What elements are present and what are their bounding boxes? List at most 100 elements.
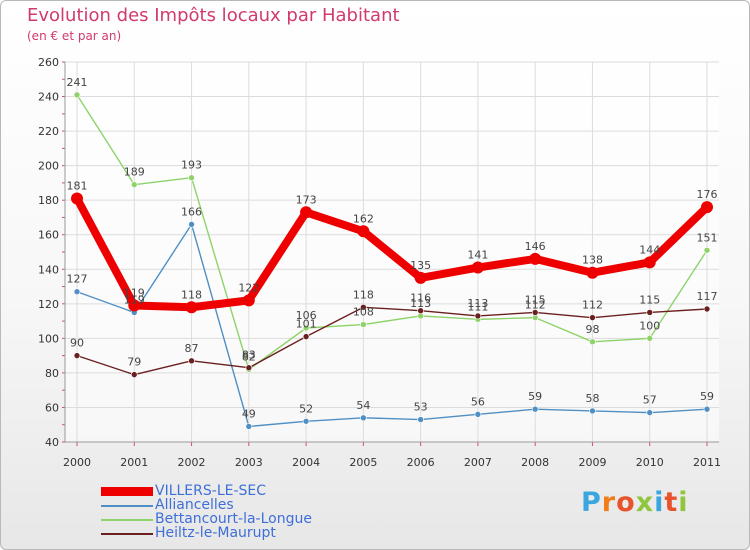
- y-tick-label: 200: [38, 160, 59, 173]
- y-tick-label: 120: [38, 298, 59, 311]
- x-tick-label: 2002: [178, 456, 206, 469]
- data-point: [71, 192, 83, 205]
- x-tick-label: 2008: [521, 456, 549, 469]
- data-label: 53: [414, 401, 428, 414]
- proxiti-logo: Proxiti: [581, 487, 689, 518]
- data-point: [643, 256, 656, 269]
- data-label: 122: [238, 281, 259, 294]
- data-point: [589, 338, 596, 346]
- data-label: 166: [181, 205, 202, 218]
- data-point: [357, 225, 370, 238]
- legend-swatch: [101, 533, 153, 535]
- data-label: 119: [124, 287, 145, 300]
- legend-item: VILLERS-LE-SEC: [101, 483, 361, 499]
- y-tick-label: 160: [38, 229, 59, 242]
- data-point: [701, 201, 713, 214]
- data-label: 173: [296, 193, 317, 206]
- data-label: 113: [410, 297, 431, 310]
- data-point: [245, 364, 253, 372]
- data-point: [589, 314, 596, 321]
- data-label: 58: [585, 392, 599, 405]
- data-point: [360, 414, 367, 422]
- legend-swatch: [101, 505, 153, 507]
- data-point: [188, 221, 195, 228]
- data-label: 181: [67, 179, 88, 192]
- series-line: [76, 94, 708, 371]
- chart-title: Evolution des Impôts locaux par Habitant: [27, 5, 400, 26]
- x-tick-label: 2000: [63, 456, 91, 469]
- data-point: [646, 335, 654, 342]
- x-tick-label: 2007: [464, 456, 492, 469]
- data-label: 113: [467, 297, 488, 310]
- data-label: 118: [353, 288, 374, 301]
- data-label: 90: [70, 337, 84, 350]
- data-point: [646, 409, 654, 416]
- x-tick-label: 2004: [292, 456, 320, 469]
- legend-label: Heiltz-le-Maurupt: [155, 525, 276, 541]
- data-point: [417, 416, 424, 423]
- data-label: 115: [525, 293, 546, 306]
- data-label: 241: [67, 76, 88, 89]
- y-tick-label: 100: [38, 332, 59, 345]
- data-point: [73, 352, 81, 359]
- chart-subtitle: (en € et par an): [27, 29, 122, 43]
- y-tick-label: 180: [38, 194, 59, 207]
- data-label: 83: [242, 349, 256, 362]
- data-point: [414, 271, 427, 284]
- legend: VILLERS-LE-SEC Alliancelles Bettancourt-…: [101, 483, 361, 541]
- data-label: 108: [353, 306, 374, 319]
- data-label: 138: [582, 254, 603, 267]
- data-label: 59: [700, 390, 714, 403]
- series-line: [73, 194, 711, 312]
- data-label: 82: [242, 350, 256, 363]
- data-point: [188, 174, 195, 182]
- legend-label: Bettancourt-la-Longue: [155, 511, 312, 527]
- data-label: 189: [124, 166, 145, 179]
- legend-label: Alliancelles: [155, 497, 234, 513]
- data-point: [703, 305, 711, 313]
- data-point: [73, 91, 81, 99]
- data-label: 56: [471, 395, 485, 408]
- x-tick-label: 2005: [349, 456, 377, 469]
- data-point: [360, 321, 367, 328]
- data-point: [128, 299, 141, 312]
- data-point: [474, 411, 482, 418]
- y-tick-label: 240: [38, 91, 59, 104]
- data-label: 112: [525, 299, 546, 312]
- data-point: [471, 261, 484, 274]
- x-tick-label: 2009: [578, 456, 606, 469]
- data-label: 111: [467, 300, 488, 313]
- data-label: 112: [582, 299, 603, 312]
- y-tick-label: 60: [45, 401, 59, 414]
- data-label: 52: [299, 402, 313, 415]
- data-point: [130, 371, 138, 378]
- data-point: [302, 333, 310, 340]
- legend-swatch: [101, 519, 153, 521]
- legend-item: Heiltz-le-Maurupt: [101, 525, 361, 541]
- data-label: 106: [296, 309, 317, 322]
- logo-letter: o: [616, 487, 636, 518]
- data-label: 115: [639, 293, 660, 306]
- data-label: 141: [467, 249, 488, 262]
- data-point: [188, 357, 195, 365]
- data-point: [589, 407, 596, 415]
- data-point: [300, 206, 313, 219]
- logo-letter: r: [601, 487, 617, 518]
- data-label: 117: [697, 290, 718, 303]
- legend-swatch: [101, 487, 153, 496]
- data-point: [242, 294, 255, 307]
- data-label: 118: [181, 288, 202, 301]
- data-point: [531, 405, 539, 413]
- data-point: [417, 307, 424, 315]
- data-label: 193: [181, 159, 202, 172]
- logo-letter: x: [635, 487, 655, 518]
- data-label: 57: [643, 394, 657, 407]
- series-line: [76, 223, 708, 428]
- x-tick-label: 2001: [120, 456, 148, 469]
- data-point: [73, 288, 81, 296]
- data-label: 162: [353, 212, 374, 225]
- logo-letter: P: [581, 487, 602, 518]
- y-tick-label: 80: [45, 367, 59, 380]
